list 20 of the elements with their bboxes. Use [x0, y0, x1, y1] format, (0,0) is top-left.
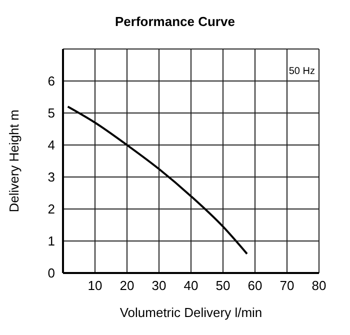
x-tick-label: 10 — [88, 278, 102, 294]
y-tick-label: 3 — [48, 170, 55, 185]
y-tick-label: 2 — [48, 202, 55, 217]
x-axis-title: Volumetric Delivery l/min — [120, 305, 262, 320]
y-tick-label: 1 — [48, 234, 55, 249]
x-tick-label: 40 — [184, 278, 198, 294]
x-tick-label: 30 — [152, 278, 166, 294]
x-tick-label: 20 — [120, 278, 134, 294]
x-tick-label: 70 — [280, 278, 294, 294]
x-tick-label: 60 — [248, 278, 262, 294]
y-axis-title: Delivery Height m — [6, 110, 22, 212]
annotation: 50 Hz — [288, 66, 316, 77]
y-tick-label: 0 — [48, 266, 55, 281]
line-series — [66, 106, 248, 255]
x-tick-label: 50 — [216, 278, 230, 294]
y-tick-label: 6 — [48, 74, 55, 89]
y-tick-label: 5 — [48, 106, 55, 121]
y-tick-label: 4 — [48, 138, 55, 153]
x-tick-label: 80 — [312, 278, 326, 294]
chart-title: Performance Curve — [114, 14, 236, 29]
